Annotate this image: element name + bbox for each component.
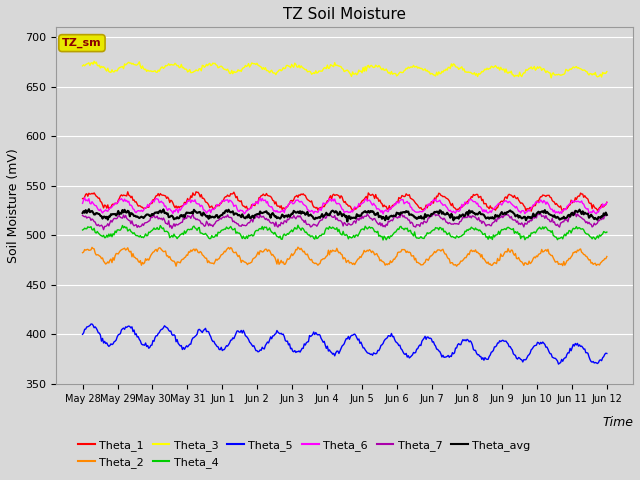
Theta_avg	[603, 212, 611, 218]
Theta_1	[559, 209, 566, 215]
Title: TZ Soil Moisture: TZ Soil Moisture	[284, 7, 406, 22]
Theta_5	[79, 331, 86, 337]
Line: Theta_7: Theta_7	[83, 212, 607, 230]
Theta_6	[81, 195, 88, 201]
Theta_4	[593, 235, 600, 240]
Theta_5	[392, 339, 399, 345]
Theta_2	[452, 264, 460, 269]
Theta_5	[555, 361, 563, 367]
Theta_avg	[511, 211, 518, 217]
Theta_1	[329, 192, 337, 198]
Theta_7	[570, 209, 577, 215]
Theta_7	[100, 227, 108, 233]
Theta_avg	[344, 219, 351, 225]
Text: Time: Time	[602, 416, 633, 429]
Theta_4	[79, 227, 86, 233]
Theta_7	[364, 211, 371, 217]
Theta_3	[509, 72, 517, 78]
Theta_5	[364, 350, 371, 356]
Theta_4	[603, 229, 611, 235]
Theta_2	[79, 250, 86, 255]
Theta_7	[329, 215, 337, 220]
Theta_1	[192, 189, 200, 195]
Theta_6	[603, 200, 611, 205]
Theta_3	[332, 62, 340, 68]
Legend: Theta_1, Theta_2, Theta_3, Theta_4, Theta_5, Theta_6, Theta_7, Theta_avg: Theta_1, Theta_2, Theta_3, Theta_4, Thet…	[74, 436, 535, 472]
Theta_avg	[393, 210, 401, 216]
Theta_2	[593, 263, 600, 268]
Y-axis label: Soil Moisture (mV): Soil Moisture (mV)	[7, 148, 20, 263]
Theta_5	[509, 351, 517, 357]
Line: Theta_avg: Theta_avg	[83, 209, 607, 222]
Theta_5	[329, 351, 337, 357]
Theta_5	[88, 321, 96, 327]
Theta_3	[364, 63, 371, 69]
Theta_2	[364, 247, 371, 253]
Theta_3	[593, 73, 600, 79]
Theta_1	[603, 199, 611, 205]
Theta_4	[364, 226, 371, 232]
Theta_3	[392, 71, 399, 76]
Theta_1	[332, 192, 340, 198]
Theta_6	[329, 196, 337, 202]
Theta_2	[392, 254, 399, 260]
Theta_avg	[329, 208, 337, 214]
Theta_7	[603, 213, 611, 218]
Line: Theta_6: Theta_6	[83, 198, 607, 214]
Theta_3	[547, 75, 555, 81]
Theta_5	[332, 350, 340, 356]
Theta_1	[593, 205, 600, 211]
Theta_1	[79, 196, 86, 202]
Theta_6	[511, 204, 518, 209]
Theta_2	[329, 247, 337, 253]
Theta_1	[509, 194, 517, 200]
Theta_avg	[85, 206, 93, 212]
Theta_3	[79, 63, 86, 69]
Theta_2	[332, 249, 340, 254]
Theta_6	[393, 199, 401, 204]
Theta_3	[329, 63, 337, 69]
Theta_1	[392, 201, 399, 207]
Theta_avg	[332, 208, 340, 214]
Line: Theta_3: Theta_3	[83, 61, 607, 78]
Line: Theta_2: Theta_2	[83, 247, 607, 266]
Theta_7	[593, 221, 600, 227]
Theta_avg	[593, 216, 600, 222]
Theta_2	[294, 244, 302, 250]
Theta_5	[593, 360, 600, 366]
Theta_4	[511, 230, 518, 236]
Theta_3	[603, 69, 611, 74]
Theta_2	[603, 253, 611, 259]
Theta_avg	[79, 210, 86, 216]
Theta_6	[364, 198, 371, 204]
Theta_2	[511, 252, 518, 258]
Theta_7	[509, 217, 517, 223]
Theta_4	[380, 237, 387, 243]
Theta_6	[380, 211, 387, 217]
Theta_4	[329, 224, 337, 230]
Theta_1	[364, 196, 371, 202]
Theta_avg	[365, 208, 372, 214]
Theta_7	[392, 214, 399, 220]
Theta_4	[393, 228, 401, 233]
Line: Theta_4: Theta_4	[83, 225, 607, 240]
Theta_6	[79, 201, 86, 206]
Text: TZ_sm: TZ_sm	[62, 38, 102, 48]
Theta_6	[593, 211, 600, 216]
Theta_7	[79, 213, 86, 218]
Line: Theta_1: Theta_1	[83, 192, 607, 212]
Line: Theta_5: Theta_5	[83, 324, 607, 364]
Theta_4	[294, 222, 302, 228]
Theta_3	[90, 59, 98, 64]
Theta_7	[332, 216, 340, 222]
Theta_5	[603, 350, 611, 356]
Theta_4	[332, 227, 340, 232]
Theta_6	[332, 200, 340, 205]
